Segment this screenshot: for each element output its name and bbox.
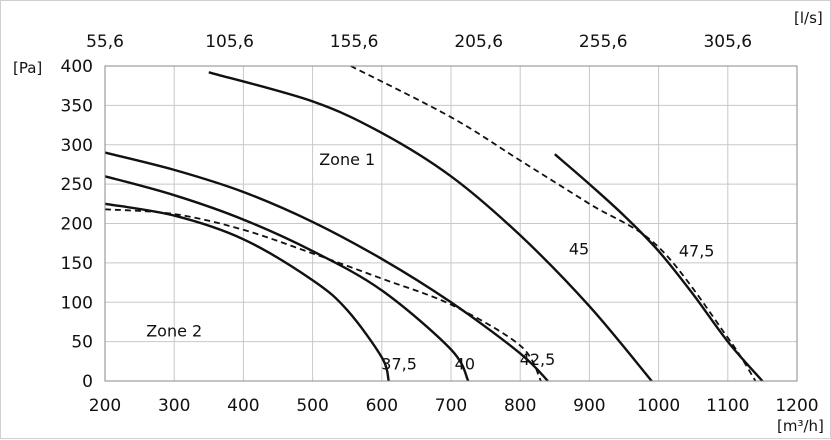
x-tick-label: 1200: [775, 396, 818, 416]
x2-tick-label: 155,6: [330, 32, 379, 52]
curve-annotation: Zone 1: [319, 150, 375, 169]
x-tick-label: 600: [366, 396, 398, 416]
x-tick-label: 1100: [706, 396, 749, 416]
x2-tick-label: 105,6: [205, 32, 254, 52]
x-tick-label: 1000: [637, 396, 680, 416]
curve-annotation: Zone 2: [146, 322, 202, 341]
plot-area-border: [104, 65, 798, 382]
x-tick-label: 300: [158, 396, 190, 416]
x2-tick-label: 255,6: [579, 32, 628, 52]
axis-layer: 200 300 400 500 600 700 800 900 1000 1100 1200 0 50 1…: [61, 32, 819, 416]
curve-annotation: 47,5: [679, 241, 715, 260]
curve-annotation: 42,5: [520, 350, 556, 369]
curve-annotation: 40: [455, 355, 475, 374]
y-tick-label: 50: [71, 333, 93, 353]
fan-curve-45: [208, 71, 653, 382]
x2-axis-unit: [l/s]: [794, 9, 823, 27]
y-tick-label: 200: [61, 215, 93, 235]
x2-tick-label: 205,6: [454, 32, 503, 52]
x2-tick-label: 305,6: [703, 32, 752, 52]
x-axis-unit: [m³/h]: [777, 417, 824, 435]
x-tick-label: 200: [89, 396, 121, 416]
fan-curve-37-5: [104, 202, 390, 382]
y-axis-unit: [Pa]: [13, 59, 42, 77]
zone-boundary-line: [350, 65, 757, 382]
curve-annotation: 37,5: [381, 355, 417, 374]
y-tick-label: 300: [61, 136, 93, 156]
annotation-layer: Zone 1 Zone 2 37,5 40 42,5 45 47,5: [146, 150, 714, 374]
grid-layer: [104, 65, 798, 382]
y-tick-label: 400: [61, 57, 93, 77]
x2-tick-label: 55,6: [86, 32, 124, 52]
curve-annotation: 45: [569, 240, 589, 259]
x-tick-label: 500: [296, 396, 328, 416]
zone-boundary-line: [104, 208, 542, 382]
x-tick-label: 800: [504, 396, 536, 416]
curve-layer: [104, 71, 764, 382]
fan-curve-42-5: [104, 151, 549, 382]
y-tick-label: 250: [61, 175, 93, 195]
zone-boundary-layer: [104, 65, 757, 382]
fan-curve-47-5: [554, 153, 764, 382]
x-tick-label: 900: [573, 396, 605, 416]
y-tick-label: 100: [61, 293, 93, 313]
y-tick-label: 150: [61, 254, 93, 274]
y-tick-label: 350: [61, 96, 93, 116]
x-tick-label: 400: [227, 396, 259, 416]
fan-curve-40: [104, 175, 470, 382]
y-tick-label: 0: [82, 372, 93, 392]
x-tick-label: 700: [435, 396, 467, 416]
